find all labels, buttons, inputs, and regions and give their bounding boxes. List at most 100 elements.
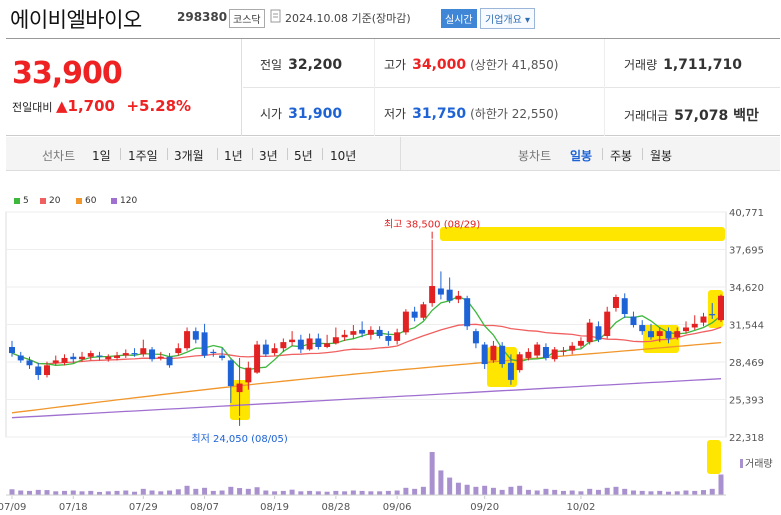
candle-body <box>569 345 576 351</box>
tab-1y[interactable]: 1년 <box>224 149 243 163</box>
ma20-line <box>11 323 722 365</box>
candle <box>682 321 689 334</box>
volume-bar <box>62 490 68 495</box>
candle <box>87 350 94 361</box>
candle <box>516 351 523 373</box>
volume-value: 1,711,710 <box>663 57 742 73</box>
candle <box>604 306 611 339</box>
tab-3m[interactable]: 3개월 <box>174 149 204 163</box>
candle <box>306 333 313 351</box>
legend-ma20-label: 20 <box>49 196 61 206</box>
candle <box>236 357 243 416</box>
candle <box>52 355 59 366</box>
candle-body <box>446 289 453 301</box>
candle <box>481 342 488 369</box>
candle <box>534 342 541 358</box>
tab-5y[interactable]: 5년 <box>294 149 313 163</box>
high: 고가 34,000 (상한가 41,850) <box>384 56 558 73</box>
candle-body <box>691 323 698 328</box>
volume-bar <box>158 491 164 495</box>
x-tick-label: 07/18 <box>59 502 88 513</box>
candle <box>437 271 444 300</box>
volume-bar <box>35 489 41 495</box>
volume-bar <box>552 489 558 495</box>
divider <box>243 87 780 88</box>
volume-bar <box>359 490 365 495</box>
candle <box>411 306 418 322</box>
candle-body <box>122 353 129 356</box>
volume-bar <box>455 482 461 495</box>
tab-10y[interactable]: 10년 <box>330 149 357 163</box>
change-amount: ▲1,700 <box>55 97 115 115</box>
candle <box>9 340 15 357</box>
tab-weekly[interactable]: 주봉 <box>610 149 633 163</box>
candle-body <box>184 331 191 349</box>
realtime-button[interactable]: 실시간 <box>441 9 477 28</box>
amount: 거래대금 57,078 백만 <box>624 105 759 125</box>
volume: 거래량 1,711,710 <box>624 56 742 73</box>
volume-bar <box>569 490 575 495</box>
volume-bar <box>499 489 505 495</box>
volume-bar <box>412 488 418 495</box>
candle-body <box>315 338 322 347</box>
candle-body <box>525 351 532 358</box>
volume-bar <box>447 477 453 495</box>
tab-separator <box>642 148 643 160</box>
tab-1w[interactable]: 1주일 <box>128 149 158 163</box>
change-row: 전일대비 ▲1,700 +5.28% <box>12 97 191 115</box>
upper-limit: (상한가 41,850) <box>470 58 559 72</box>
candle <box>639 320 646 335</box>
candle-body <box>630 316 637 326</box>
candle-body <box>149 349 156 360</box>
tab-3y[interactable]: 3년 <box>259 149 278 163</box>
tab-monthly[interactable]: 월봉 <box>650 149 673 163</box>
amount-value: 57,078 백만 <box>674 108 759 124</box>
y-tick-label: 37,695 <box>729 246 764 257</box>
volume-bar <box>700 490 706 495</box>
candle-body <box>464 298 471 327</box>
legend-ma5-label: 5 <box>23 196 29 206</box>
x-tick-label: 09/20 <box>470 502 499 513</box>
tab-1d[interactable]: 1일 <box>92 149 111 163</box>
candle-body <box>166 356 173 366</box>
low: 저가 31,750 (하한가 22,550) <box>384 105 558 122</box>
candle-body <box>52 360 59 363</box>
company-overview-dropdown[interactable]: 기업개요 ▾ <box>480 8 535 29</box>
candle-body <box>61 357 68 363</box>
candle <box>586 318 593 345</box>
volume-bar <box>473 486 479 495</box>
candle <box>140 339 147 357</box>
candle-body <box>306 338 313 350</box>
candle-body <box>499 345 506 365</box>
candle <box>507 354 514 385</box>
ma60-line <box>11 341 722 414</box>
volume-bar <box>280 490 286 495</box>
low-label: 저가 <box>384 107 407 121</box>
candle <box>560 346 567 356</box>
candle-body <box>647 331 654 338</box>
volume-bar <box>490 487 496 495</box>
divider <box>400 137 401 171</box>
volume-bar <box>438 470 444 495</box>
chart-tabs: 선차트 1일 1주일 3개월 1년 3년 5년 10년 봉차트 일봉 주봉 월봉 <box>6 137 780 171</box>
candle-body <box>9 346 15 354</box>
candle-body <box>17 355 24 361</box>
candle <box>455 290 462 304</box>
tab-daily[interactable]: 일봉 <box>570 149 593 163</box>
volume-bar <box>97 491 103 495</box>
current-price: 33,900 <box>12 56 123 91</box>
quote-panel: 33,900 전일대비 ▲1,700 +5.28% 전일 32,200 시가 31,… <box>6 38 780 136</box>
candle-body <box>236 383 243 393</box>
candle-body <box>289 339 296 343</box>
candle-body <box>586 322 593 343</box>
candle-body <box>324 343 331 347</box>
volume-bar <box>79 491 85 495</box>
volume-bar <box>307 490 313 495</box>
candle-body <box>534 344 541 356</box>
candle-body <box>157 356 164 358</box>
volume-bar <box>324 491 330 495</box>
candle <box>280 338 287 352</box>
tab-separator <box>217 148 218 160</box>
candle <box>420 301 427 321</box>
